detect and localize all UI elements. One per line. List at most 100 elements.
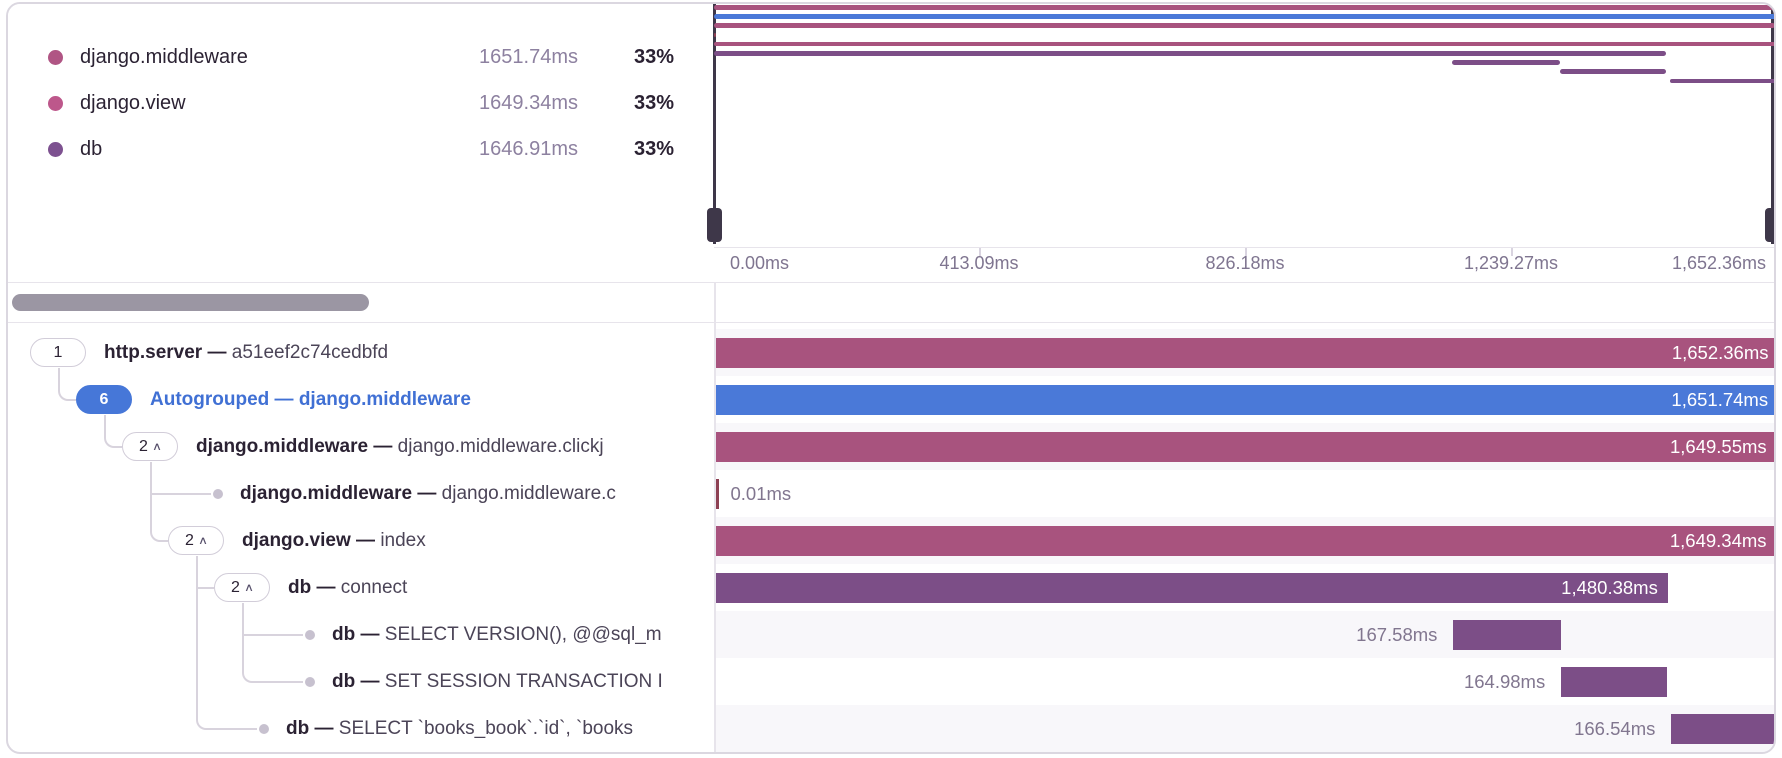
span-ops-legend: django.middleware 1651.74ms 33% django.view…: [8, 34, 714, 172]
span-description: connect: [340, 576, 408, 598]
minimap-span-bar: [714, 23, 1774, 28]
span-tree-cell[interactable]: db — SET SESSION TRANSACTION I: [8, 658, 714, 705]
span-duration-bar[interactable]: [1561, 666, 1668, 697]
span-duration-bar[interactable]: [1453, 619, 1562, 650]
axis-tick-label: 1,652.36ms: [1671, 253, 1766, 273]
tree-connector-lines: [8, 329, 714, 752]
axis-tick-label: 413.09ms: [939, 253, 1019, 273]
span-duration-bar[interactable]: 1,480.38ms: [715, 572, 1668, 603]
span-tree-cell[interactable]: 2 ∧ django.view — index: [8, 517, 714, 564]
span-op: db —: [288, 576, 341, 598]
span-op: django.middleware —: [240, 482, 442, 504]
span-description: a51eef2c74cedbfd: [231, 341, 389, 363]
span-duration-label: 1,480.38ms: [1561, 576, 1658, 598]
span-tree-cell[interactable]: 2 ∧ db — connect: [8, 564, 714, 611]
minimap-left-drag-handle[interactable]: [706, 208, 722, 242]
span-duration-bar[interactable]: 1,651.74ms: [715, 384, 1774, 415]
scrollbar-thumb[interactable]: [12, 294, 369, 311]
span-row[interactable]: db — SELECT VERSION(), @@sql_m 167.58ms: [8, 611, 1774, 658]
minimap-viewport-right-line[interactable]: [1771, 4, 1774, 244]
minimap-span-bar: [1559, 69, 1666, 74]
span-row[interactable]: 2 ∧ db — connect 1,480.38ms: [8, 564, 1774, 611]
minimap-span-bar: [1451, 60, 1560, 65]
span-children-count-pill[interactable]: 2 ∧: [122, 432, 178, 461]
legend-item: django.view 1649.34ms 33%: [8, 80, 714, 126]
collapse-chevron-icon[interactable]: ∧: [151, 441, 162, 453]
span-chart-cell[interactable]: 0.01ms: [715, 470, 1775, 517]
span-title: django.middleware — django.middleware.c: [240, 483, 616, 505]
span-op: Autogrouped —: [150, 388, 299, 410]
span-duration-bar[interactable]: [1671, 713, 1774, 744]
legend-duration: 1646.91ms: [479, 137, 578, 160]
span-row[interactable]: db — SELECT `books_book`.`id`, `books 166…: [8, 705, 1774, 752]
span-duration-bar[interactable]: 1,652.36ms: [715, 337, 1774, 368]
span-op: db —: [332, 670, 385, 692]
span-title: db — connect: [288, 577, 407, 599]
span-op: db —: [332, 623, 385, 645]
span-row[interactable]: 6 Autogrouped — django.middleware 1,651.74…: [8, 376, 1774, 423]
span-children-count-pill[interactable]: 6: [76, 385, 132, 414]
leaf-span-dot-icon: [213, 488, 223, 499]
span-chart-cell[interactable]: 1,651.74ms: [715, 376, 1774, 423]
legend-color-dot: [48, 141, 63, 157]
tree-horizontal-scrollbar[interactable]: [8, 283, 1774, 323]
children-count: 2: [231, 578, 240, 596]
legend-op-name: django.view: [80, 91, 186, 114]
span-tree-cell[interactable]: 6 Autogrouped — django.middleware: [8, 376, 714, 423]
leaf-span-dot-icon: [305, 676, 315, 687]
span-duration-label: 1,649.55ms: [1670, 435, 1767, 457]
span-waterfall-rows: 1 http.server — a51eef2c74cedbfd 1,652.36m…: [8, 329, 1774, 752]
span-children-count-pill[interactable]: 1: [30, 338, 86, 367]
span-tree-cell[interactable]: db — SELECT `books_book`.`id`, `books: [8, 705, 714, 752]
span-tree-cell[interactable]: django.middleware — django.middleware.c: [8, 470, 714, 517]
collapse-chevron-icon[interactable]: ∧: [197, 535, 208, 547]
span-chart-cell[interactable]: 1,652.36ms: [715, 329, 1774, 376]
connector-branch: [150, 492, 211, 495]
span-duration-bar[interactable]: 1,649.34ms: [715, 525, 1774, 556]
legend-percent: 33%: [633, 137, 674, 160]
span-chart-cell[interactable]: 1,649.55ms: [715, 423, 1774, 470]
span-title: django.middleware — django.middleware.cl…: [196, 436, 604, 458]
legend-color-dot: [48, 95, 63, 111]
span-duration-label: 164.98ms: [1463, 670, 1546, 692]
span-chart-cell[interactable]: 166.54ms: [715, 705, 1774, 752]
legend-duration: 1649.34ms: [479, 91, 578, 114]
span-op: http.server —: [104, 341, 232, 363]
span-chart-cell[interactable]: 164.98ms: [716, 658, 1775, 705]
span-duration-label: 0.01ms: [730, 482, 792, 504]
span-tree-cell[interactable]: 1 http.server — a51eef2c74cedbfd: [8, 329, 714, 376]
span-duration-bar[interactable]: 1,649.55ms: [715, 431, 1774, 462]
span-row[interactable]: django.middleware — django.middleware.c 0…: [8, 470, 1774, 517]
span-description: index: [380, 529, 426, 551]
collapse-chevron-icon[interactable]: ∧: [243, 582, 254, 594]
span-title: db — SELECT `books_book`.`id`, `books: [286, 718, 633, 740]
connector-elbow: [150, 461, 168, 542]
leaf-span-dot-icon: [305, 629, 315, 640]
legend-item: db 1646.91ms 33%: [8, 126, 714, 172]
span-chart-cell[interactable]: 167.58ms: [715, 611, 1774, 658]
minimap-viewport-left-line[interactable]: [712, 4, 716, 244]
children-count: 6: [99, 390, 109, 408]
legend-duration: 1651.74ms: [479, 45, 578, 68]
span-title: Autogrouped — django.middleware: [150, 389, 471, 411]
span-tree-cell[interactable]: 2 ∧ django.middleware — django.middleware.…: [8, 423, 714, 470]
minimap-right-drag-handle[interactable]: [1765, 208, 1774, 242]
axis-tick-label: 0.00ms: [730, 253, 790, 273]
trace-minimap[interactable]: [706, 4, 1774, 247]
span-row[interactable]: 2 ∧ django.view — index 1,649.34ms: [8, 517, 1774, 564]
span-chart-cell[interactable]: 1,649.34ms: [715, 517, 1774, 564]
span-tree-cell[interactable]: db — SELECT VERSION(), @@sql_m: [8, 611, 714, 658]
span-row[interactable]: 1 http.server — a51eef2c74cedbfd 1,652.36m…: [8, 329, 1774, 376]
axis-tick-mark: [1511, 248, 1513, 256]
legend-color-dot: [48, 49, 63, 65]
span-duration-label: 166.54ms: [1574, 717, 1656, 739]
span-duration-bar[interactable]: [715, 478, 719, 509]
span-children-count-pill[interactable]: 2 ∧: [214, 573, 270, 602]
span-row[interactable]: 2 ∧ django.middleware — django.middleware.…: [8, 423, 1774, 470]
span-row[interactable]: db — SET SESSION TRANSACTION I 164.98ms: [8, 658, 1774, 705]
span-children-count-pill[interactable]: 2 ∧: [168, 526, 224, 555]
panel-divider[interactable]: [714, 283, 716, 752]
connector-elbow: [58, 367, 76, 401]
span-chart-cell[interactable]: 1,480.38ms: [715, 564, 1775, 611]
span-title: http.server — a51eef2c74cedbfd: [104, 342, 388, 364]
